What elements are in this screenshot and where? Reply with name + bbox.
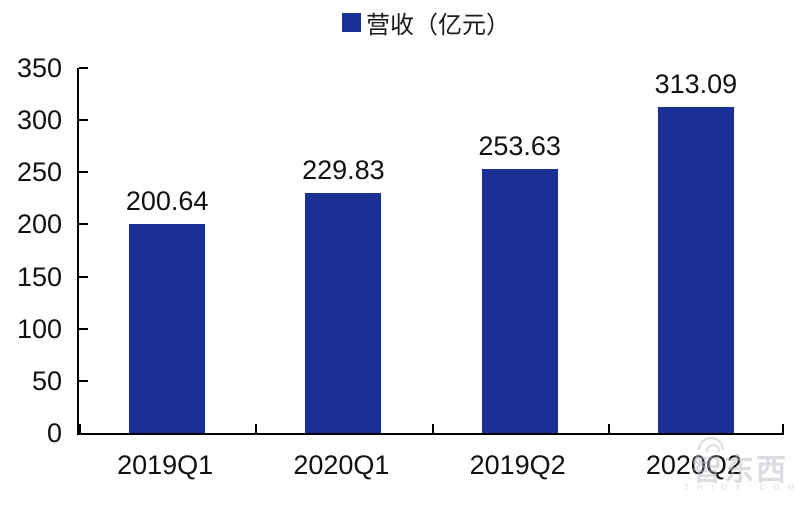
x-axis-category-label: 2019Q2 <box>469 450 566 480</box>
y-axis-tick <box>79 171 88 174</box>
plot-area: 200.64 229.83 253.63 313.09 <box>77 67 784 435</box>
x-axis-category-label: 2020Q2 <box>645 450 742 480</box>
y-axis-tick-label: 350 <box>16 53 62 83</box>
y-axis-tick <box>79 379 88 382</box>
bar-2020Q1 <box>305 193 382 433</box>
y-axis-tick <box>79 67 88 69</box>
y-axis-tick <box>79 275 88 278</box>
x-axis-category-label: 2019Q1 <box>117 450 214 480</box>
y-axis-tick-label: 150 <box>16 261 62 292</box>
bar-value-label: 313.09 <box>654 68 738 99</box>
bar-value-label: 229.83 <box>302 155 385 186</box>
y-axis-tick-label: 100 <box>16 313 62 344</box>
x-axis-tick <box>607 424 610 433</box>
y-axis-tick <box>79 223 88 226</box>
bar-2019Q1 <box>129 223 206 433</box>
y-axis-tick-label: 200 <box>16 209 62 240</box>
y-axis-tick <box>79 327 88 330</box>
y-axis-tick-label: 300 <box>16 105 62 136</box>
bar-2020Q2 <box>657 106 734 433</box>
x-axis-tick <box>255 424 258 433</box>
watermark-subtext: Z H I D X . C O M <box>684 483 798 492</box>
legend-swatch-icon <box>342 12 361 32</box>
y-axis-tick-label: 250 <box>16 157 62 188</box>
legend-label: 营收（亿元） <box>366 11 510 39</box>
y-axis-tick <box>79 119 88 122</box>
x-axis-tick <box>79 424 81 433</box>
bar-value-label: 253.63 <box>478 130 561 161</box>
x-axis-tick <box>782 424 784 433</box>
bar-value-label: 200.64 <box>125 185 209 216</box>
legend: 营收（亿元） <box>26 8 800 39</box>
bar-2019Q2 <box>481 168 558 433</box>
x-axis-category-label: 2020Q1 <box>293 450 390 480</box>
y-axis-tick-label: 0 <box>46 418 62 448</box>
x-axis-tick <box>431 424 434 433</box>
wifi-arcs-icon <box>698 437 724 452</box>
y-axis-tick-label: 50 <box>31 365 62 396</box>
